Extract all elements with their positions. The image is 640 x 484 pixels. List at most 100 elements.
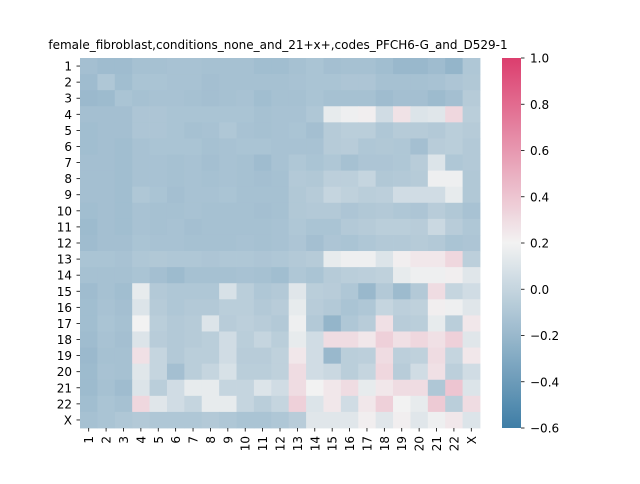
heatmap-cell-16-10 — [236, 299, 255, 316]
heatmap-cell-22-19 — [393, 395, 411, 413]
heatmap-cell-11-13 — [288, 218, 307, 236]
heatmap-cell-8-1 — [80, 170, 98, 188]
heatmap-cell-7-3 — [114, 154, 133, 172]
heatmap-cell-13-13 — [288, 251, 307, 268]
heatmap-cell-9-14 — [306, 186, 324, 204]
heatmap-cell-14-14 — [306, 267, 324, 284]
heatmap-cell-21-9 — [219, 379, 237, 397]
heatmap-cell-10-12 — [271, 202, 290, 220]
heatmap-cell-8-10 — [236, 170, 255, 188]
heatmap-cell-7-4 — [132, 154, 150, 172]
x-tick-label: 13 — [291, 436, 305, 451]
heatmap-cell-5-4 — [132, 122, 150, 139]
heatmap-cell-14-18 — [375, 267, 394, 284]
heatmap-cell-10-9 — [219, 202, 237, 220]
heatmap-cell-X-17 — [358, 411, 377, 429]
y-tick-label: 14 — [57, 269, 72, 283]
heatmap-cell-4-15 — [323, 106, 342, 123]
heatmap-cell-15-16 — [340, 283, 359, 300]
heatmap-cell-10-7 — [184, 202, 203, 220]
heatmap-cell-9-12 — [271, 186, 290, 204]
heatmap-cell-3-18 — [375, 90, 394, 107]
heatmap-cell-18-X — [462, 331, 481, 348]
heatmap-cell-2-16 — [340, 74, 359, 91]
heatmap-cell-12-14 — [306, 234, 324, 252]
heatmap-cell-13-17 — [358, 251, 377, 268]
heatmap-cell-21-4 — [132, 379, 150, 397]
heatmap-cell-6-20 — [410, 138, 429, 155]
x-tick-label: 14 — [308, 436, 322, 451]
heatmap-cell-17-16 — [340, 315, 359, 332]
heatmap-cell-9-19 — [393, 186, 411, 204]
heatmap-cell-21-15 — [323, 379, 342, 397]
heatmap-cell-10-19 — [393, 202, 411, 220]
heatmap-cell-20-19 — [393, 363, 411, 381]
heatmap-cell-5-6 — [166, 122, 185, 139]
heatmap-cell-14-19 — [393, 267, 411, 284]
heatmap-cell-9-20 — [410, 186, 429, 204]
heatmap-cell-19-6 — [166, 347, 185, 365]
heatmap-cell-16-15 — [323, 299, 342, 316]
heatmap-cell-11-2 — [97, 218, 116, 236]
heatmap-cell-8-3 — [114, 170, 133, 188]
y-tick-label: 8 — [64, 172, 72, 186]
heatmap-cell-9-3 — [114, 186, 133, 204]
heatmap-cell-22-21 — [427, 395, 446, 413]
heatmap-cell-X-13 — [288, 411, 307, 429]
heatmap-cell-19-13 — [288, 347, 307, 365]
heatmap-cell-21-X — [462, 379, 481, 397]
heatmap-cell-12-1 — [80, 234, 98, 252]
heatmap-cell-10-11 — [253, 202, 272, 220]
colorbar-tick-label: −0.4 — [530, 375, 559, 389]
heatmap-cell-21-21 — [427, 379, 446, 397]
heatmap-cell-7-5 — [149, 154, 168, 172]
heatmap-cell-13-21 — [427, 251, 446, 268]
heatmap-cell-18-6 — [166, 331, 185, 348]
heatmap-cell-3-2 — [97, 90, 116, 107]
heatmap-cell-19-12 — [271, 347, 290, 365]
heatmap-cell-1-9 — [219, 58, 237, 75]
heatmap-cell-4-18 — [375, 106, 394, 123]
heatmap-cell-13-9 — [219, 251, 237, 268]
heatmap-cell-3-12 — [271, 90, 290, 107]
heatmap-cell-15-2 — [97, 283, 116, 300]
heatmap-cell-19-17 — [358, 347, 377, 365]
heatmap-cell-16-22 — [445, 299, 464, 316]
heatmap-cell-9-7 — [184, 186, 203, 204]
y-tick-label: 18 — [57, 333, 72, 347]
heatmap-cell-20-3 — [114, 363, 133, 381]
heatmap-cell-17-6 — [166, 315, 185, 332]
heatmap-cell-12-9 — [219, 234, 237, 252]
heatmap-cell-9-18 — [375, 186, 394, 204]
colorbar-tick-label: 1.0 — [530, 52, 549, 66]
heatmap-cell-4-22 — [445, 106, 464, 123]
x-tick-label: 3 — [117, 436, 131, 444]
heatmap-cell-19-19 — [393, 347, 411, 365]
heatmap-cell-21-8 — [201, 379, 220, 397]
heatmap-cell-4-19 — [393, 106, 411, 123]
heatmap-cell-10-1 — [80, 202, 98, 220]
heatmap-cells — [80, 58, 481, 429]
heatmap-cell-4-3 — [114, 106, 133, 123]
heatmap-cell-19-7 — [184, 347, 203, 365]
heatmap-cell-22-5 — [149, 395, 168, 413]
heatmap-cell-4-7 — [184, 106, 203, 123]
heatmap-cell-1-18 — [375, 58, 394, 75]
heatmap-cell-16-1 — [80, 299, 98, 316]
heatmap-cell-18-19 — [393, 331, 411, 348]
x-tick-label: 11 — [256, 436, 270, 451]
heatmap-cell-7-14 — [306, 154, 324, 172]
y-tick-label: 4 — [64, 108, 72, 122]
heatmap-cell-19-21 — [427, 347, 446, 365]
heatmap-cell-12-10 — [236, 234, 255, 252]
heatmap-cell-X-15 — [323, 411, 342, 429]
heatmap-cell-5-19 — [393, 122, 411, 139]
heatmap-cell-15-1 — [80, 283, 98, 300]
heatmap-cell-12-8 — [201, 234, 220, 252]
heatmap-cell-17-3 — [114, 315, 133, 332]
x-tick-label: 7 — [187, 436, 201, 444]
heatmap-cell-4-21 — [427, 106, 446, 123]
heatmap-cell-16-5 — [149, 299, 168, 316]
heatmap-cell-2-14 — [306, 74, 324, 91]
heatmap-cell-20-16 — [340, 363, 359, 381]
